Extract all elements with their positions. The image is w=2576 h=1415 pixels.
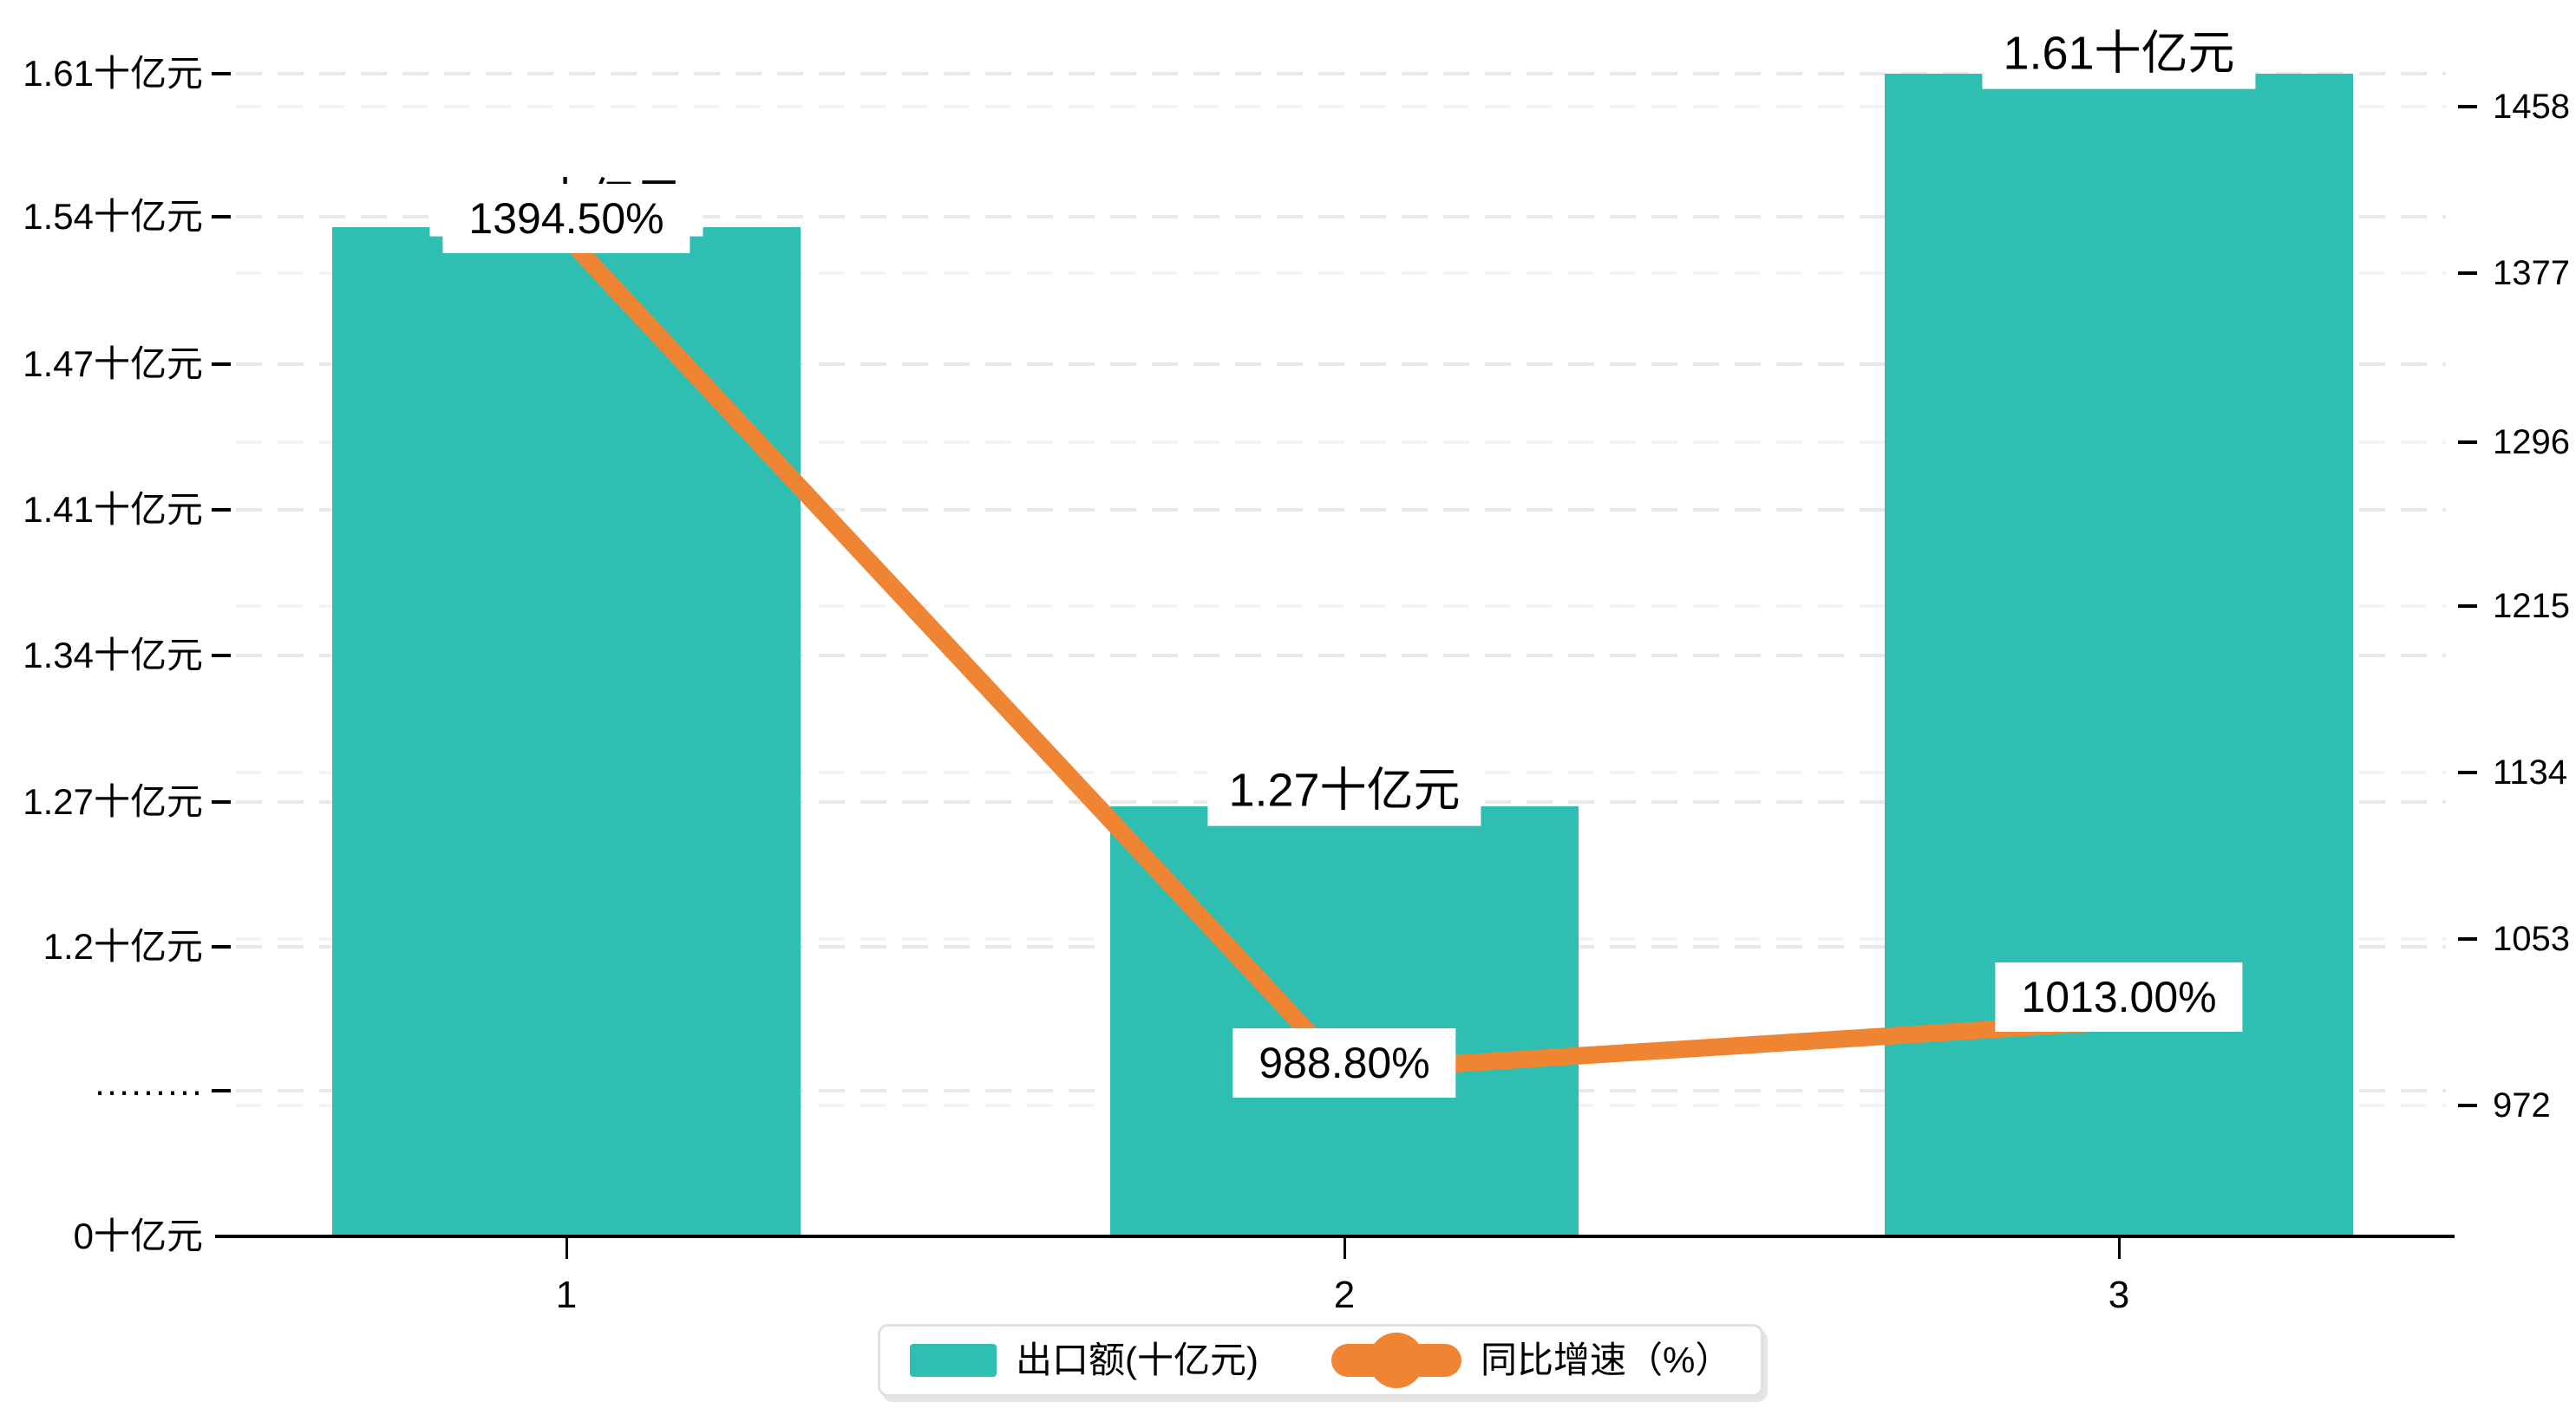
left-axis-tick [212,800,231,804]
gridline [236,654,2446,657]
right-axis-tick [2458,771,2477,774]
left-axis-tick [212,654,231,657]
left-axis-label: 1.54十亿元 [23,196,203,237]
legend-label: 同比增速（%） [1480,1340,1732,1380]
bar-category-2[interactable] [1110,806,1579,1236]
right-axis-label: 1296 [2493,423,2570,461]
bar-value-label: 1.27十亿元 [1207,755,1481,826]
right-axis-tick [2458,440,2477,444]
bar-category-3[interactable] [1885,74,2353,1236]
left-axis-zero-label: 0十亿元 [73,1216,203,1256]
line-value-label: 1394.50% [442,184,690,253]
gridline [236,271,2446,275]
right-axis-tick [2458,1104,2477,1107]
gridline [236,440,2446,444]
legend-label: 出口额(十亿元) [1016,1340,1259,1380]
left-axis-label: 1.41十亿元 [23,489,203,530]
right-axis-tick [2458,271,2477,275]
x-axis-tick [566,1238,568,1259]
x-axis-tick [2118,1238,2121,1259]
gridline [236,105,2446,108]
legend: 出口额(十亿元) 同比增速（%） [878,1324,1764,1397]
left-axis-tick [212,945,231,949]
x-axis-category-label: 3 [2108,1274,2130,1316]
left-axis-label: 1.34十亿元 [23,635,203,675]
left-axis-tick [212,72,231,75]
gridline [236,215,2446,218]
line-value-label: 988.80% [1232,1028,1456,1098]
x-axis-category-label: 1 [555,1274,578,1316]
left-axis-label: 1.61十亿元 [23,53,203,94]
right-axis-label: 1215 [2493,587,2570,625]
gridline [236,508,2446,512]
right-axis-label: 1134 [2493,753,2568,792]
legend-item-yoy-growth[interactable]: 同比增速（%） [1330,1333,1732,1388]
left-axis-tick [212,1089,231,1092]
legend-item-export-value[interactable]: 出口额(十亿元) [910,1342,1259,1379]
gridline [236,72,2446,75]
line-series-dot-icon [1368,1333,1424,1388]
right-axis-label: 972 [2493,1086,2551,1125]
left-axis-label: 1.2十亿元 [42,926,203,967]
left-axis-label: ········· [94,1070,203,1111]
left-axis-tick [212,508,231,512]
right-axis-tick [2458,937,2477,941]
right-axis-label: 1053 [2493,920,2570,958]
gridline [236,362,2446,366]
left-axis-tick [212,362,231,366]
right-axis-tick [2458,105,2477,108]
yoy-growth-polyline[interactable] [559,231,2120,1079]
right-axis-label: 1458 [2493,88,2570,126]
left-axis-tick [212,215,231,218]
left-axis-label: 1.27十亿元 [23,781,203,822]
left-axis-label: 1.47十亿元 [23,343,203,384]
x-axis-tick [1344,1238,1346,1259]
right-axis-tick [2458,604,2477,608]
bar-value-label: 1.61十亿元 [1982,18,2256,89]
right-axis-label: 1377 [2493,254,2570,292]
line-series-marker-icon [1330,1333,1461,1388]
x-axis-line [215,1235,2455,1238]
line-value-label: 1013.00% [1995,962,2243,1032]
x-axis-category-label: 2 [1333,1274,1356,1316]
gridline [236,604,2446,608]
bar-series-swatch-icon [910,1344,997,1377]
